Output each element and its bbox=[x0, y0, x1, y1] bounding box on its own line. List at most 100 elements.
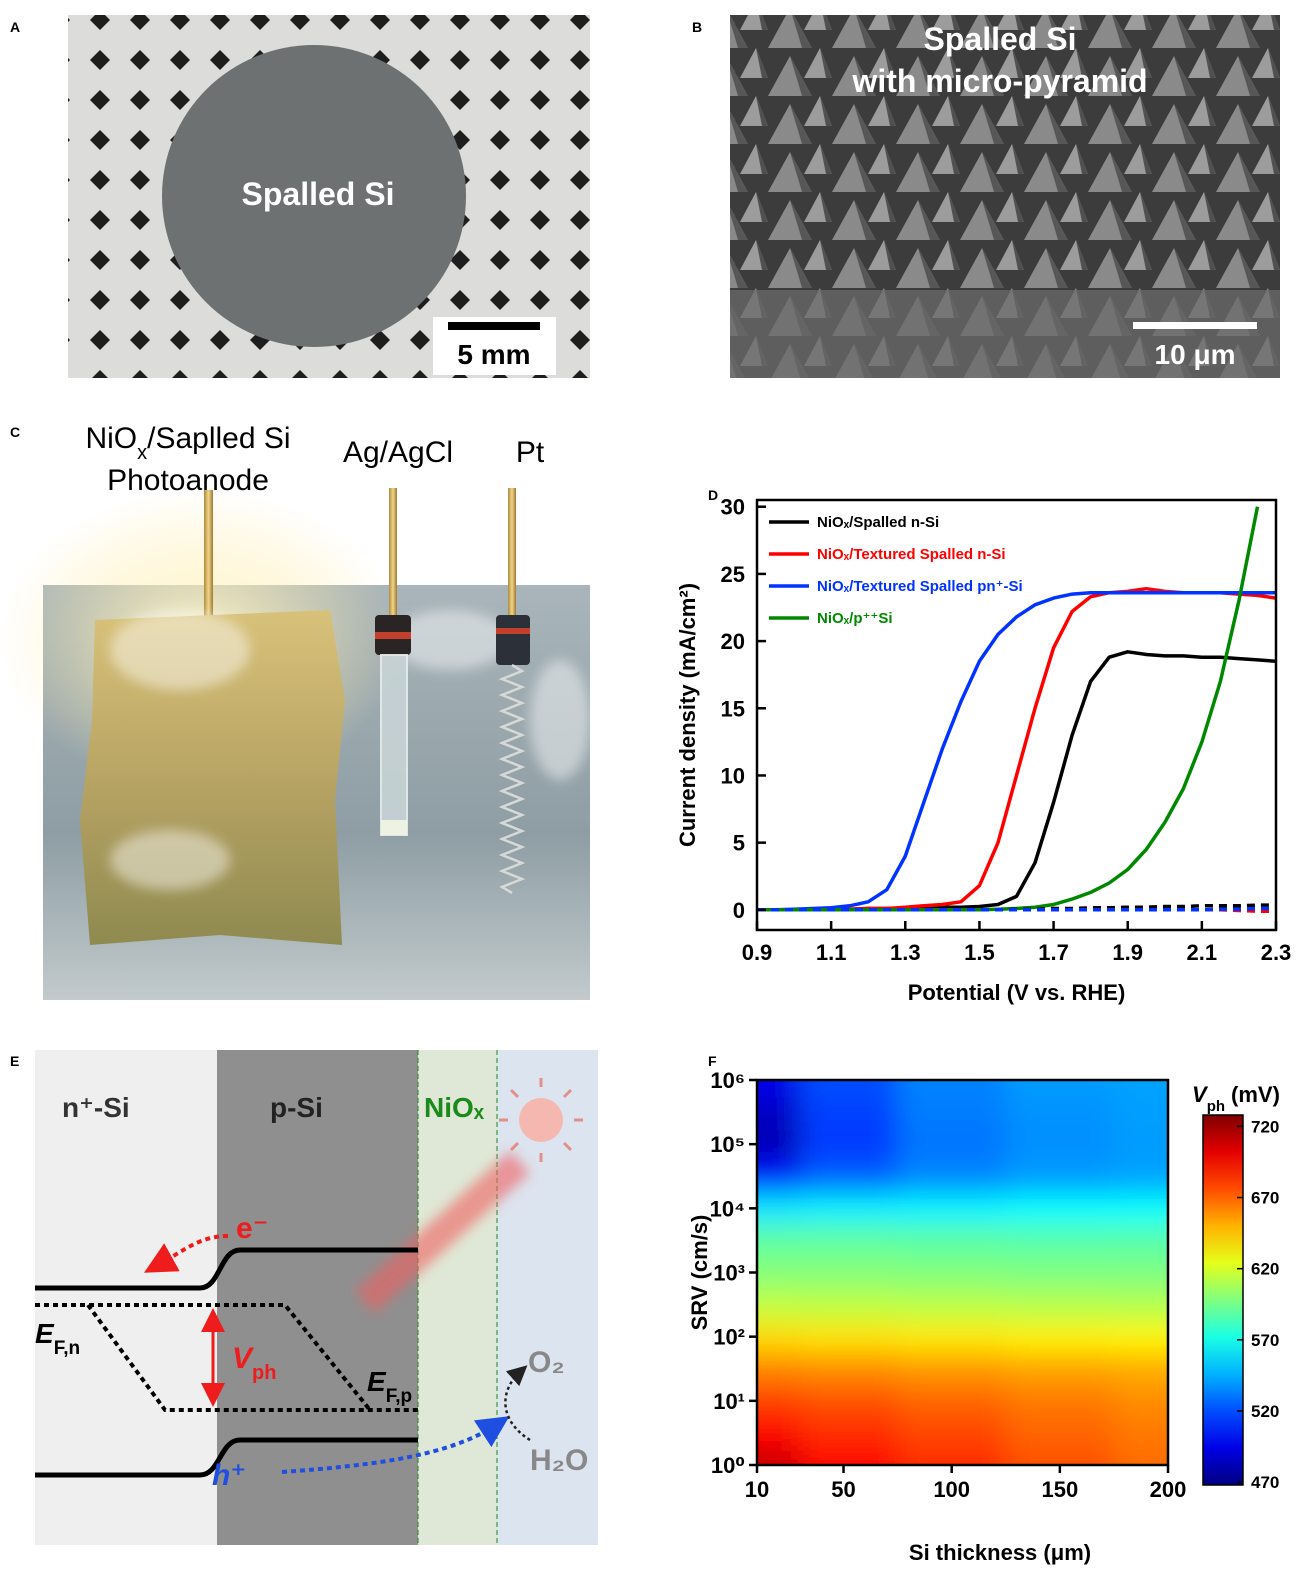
heatmap bbox=[717, 1040, 1209, 1506]
heat-cell bbox=[1114, 1192, 1209, 1225]
heat-cell bbox=[898, 1192, 1007, 1225]
heat-cell bbox=[717, 1160, 801, 1193]
heat-cell bbox=[800, 1040, 898, 1097]
heat-cell bbox=[800, 1256, 898, 1289]
colorbar bbox=[1203, 1115, 1243, 1485]
image-title: with micro-pyramid bbox=[851, 63, 1147, 99]
heat-cell bbox=[1114, 1128, 1209, 1161]
series-line bbox=[757, 909, 1276, 910]
heat-cell bbox=[1114, 1321, 1209, 1354]
x-tick-label: 100 bbox=[933, 1477, 970, 1502]
carrier-label: e⁻ bbox=[236, 1212, 269, 1245]
y-tick-label: 0 bbox=[733, 898, 745, 923]
label-part: F,p bbox=[386, 1386, 412, 1407]
heat-cell bbox=[898, 1128, 1007, 1161]
y-tick-label: 10¹ bbox=[713, 1389, 745, 1414]
x-tick-label: 50 bbox=[831, 1477, 855, 1502]
plot-frame bbox=[757, 500, 1276, 930]
heat-cell bbox=[1006, 1417, 1115, 1450]
colorbar-title: Vph(mV) bbox=[1192, 1082, 1280, 1115]
scale-label: 5 mm bbox=[457, 339, 530, 370]
label-part: E bbox=[367, 1366, 387, 1397]
legend-label: NiOₓ/Textured Spalled n-Si bbox=[817, 546, 1006, 563]
heat-cell bbox=[800, 1289, 898, 1322]
panel-b: B Spalled Si with micro-pyramid 10 μm bbox=[692, 15, 1280, 378]
series-line bbox=[757, 507, 1258, 910]
panel-label: B bbox=[692, 19, 702, 35]
x-tick-label: 200 bbox=[1150, 1477, 1187, 1502]
heat-cell bbox=[1114, 1417, 1209, 1450]
y-tick-label: 10⁰ bbox=[711, 1453, 745, 1478]
heat-cell bbox=[898, 1160, 1007, 1193]
heat-cell bbox=[1006, 1224, 1115, 1257]
x-tick-label: 2.1 bbox=[1187, 940, 1218, 965]
electrode-rod bbox=[204, 490, 213, 620]
label-part: /Saplled Si bbox=[147, 422, 290, 455]
heat-cell bbox=[717, 1224, 801, 1257]
y-tick-label: 10³ bbox=[713, 1261, 745, 1286]
colorbar-tick-label: 520 bbox=[1251, 1402, 1279, 1421]
species-label: O₂ bbox=[528, 1346, 565, 1379]
x-tick-label: 10 bbox=[745, 1477, 769, 1502]
region-label: p-Si bbox=[270, 1092, 323, 1123]
heat-cell bbox=[898, 1321, 1007, 1354]
x-tick-label: 1.3 bbox=[890, 940, 921, 965]
x-tick-label: 2.3 bbox=[1261, 940, 1292, 965]
scale-bar bbox=[1133, 322, 1257, 329]
heat-cell bbox=[800, 1224, 898, 1257]
heat-cell bbox=[800, 1321, 898, 1354]
electrode-label: Pt bbox=[516, 436, 545, 469]
figure: A Spalled Si 5 mm B Spalled Si with micr… bbox=[0, 0, 1305, 1576]
heat-cell bbox=[1114, 1256, 1209, 1289]
panel-label: C bbox=[10, 424, 20, 440]
x-tick-label: 0.9 bbox=[742, 940, 773, 965]
heat-cell bbox=[1006, 1128, 1115, 1161]
heat-cell bbox=[1114, 1224, 1209, 1257]
region-label: n⁺-Si bbox=[62, 1092, 130, 1123]
heat-cell bbox=[898, 1353, 1007, 1386]
species-label: H₂O bbox=[530, 1444, 588, 1477]
heat-cell bbox=[1114, 1289, 1209, 1322]
y-tick-label: 10⁴ bbox=[710, 1196, 745, 1221]
panel-e: E n⁺-Si p-Si NiOₓ e⁻ h⁺ EF,n EF,p Vph O₂… bbox=[10, 1050, 598, 1545]
x-tick-label: 1.1 bbox=[816, 940, 847, 965]
y-tick-label: 10⁵ bbox=[710, 1132, 745, 1157]
y-tick-label: 10² bbox=[713, 1325, 745, 1350]
heat-cell bbox=[800, 1417, 898, 1450]
x-tick-label: 1.9 bbox=[1112, 940, 1143, 965]
heat-cell bbox=[800, 1353, 898, 1386]
panel-label: E bbox=[10, 1053, 19, 1069]
colorbar-tick-label: 720 bbox=[1251, 1117, 1279, 1136]
heat-cell bbox=[800, 1192, 898, 1225]
electrode-rod bbox=[508, 488, 516, 618]
heat-cell bbox=[898, 1385, 1007, 1418]
heatmap-cells bbox=[717, 1040, 1209, 1506]
electrode-rod bbox=[389, 488, 397, 618]
carrier-label: h⁺ bbox=[212, 1459, 246, 1492]
heat-cell bbox=[800, 1128, 898, 1161]
heat-cell bbox=[1114, 1385, 1209, 1418]
x-axis-title: Si thickness (μm) bbox=[909, 1540, 1091, 1565]
heat-cell bbox=[898, 1040, 1007, 1097]
reference-frit bbox=[381, 820, 407, 835]
heat-cell bbox=[898, 1256, 1007, 1289]
heat-cell bbox=[898, 1417, 1007, 1450]
y-axis-title: Current density (mA/cm²) bbox=[675, 583, 700, 847]
heat-cell bbox=[717, 1289, 801, 1322]
panel-label: D bbox=[708, 487, 718, 503]
panel-label: A bbox=[10, 19, 20, 35]
region-nio bbox=[418, 1050, 497, 1545]
region-label: NiOₓ bbox=[424, 1092, 485, 1123]
heat-cell bbox=[717, 1096, 801, 1129]
y-tick-label: 5 bbox=[733, 831, 745, 856]
heat-cell bbox=[1006, 1096, 1115, 1129]
label-part: ph bbox=[252, 1362, 276, 1384]
region-n bbox=[35, 1050, 217, 1545]
y-tick-label: 10 bbox=[721, 763, 745, 788]
reference-tube bbox=[381, 655, 407, 835]
colorbar-tick-label: 470 bbox=[1251, 1473, 1279, 1492]
colorbar-tick-label: 670 bbox=[1251, 1189, 1279, 1208]
legend-label: NiOₓ/Textured Spalled pn⁺-Si bbox=[817, 578, 1023, 595]
label-part: E bbox=[35, 1318, 55, 1349]
y-tick-label: 15 bbox=[721, 696, 745, 721]
